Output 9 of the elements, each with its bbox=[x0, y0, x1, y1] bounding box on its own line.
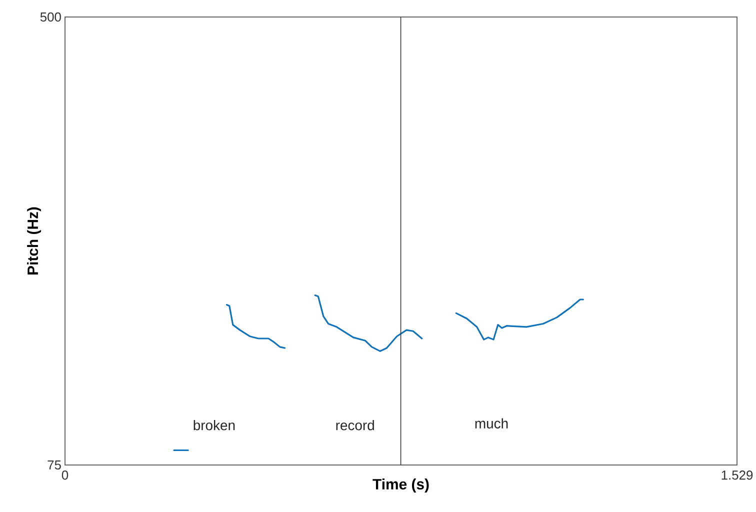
annotation: much bbox=[475, 418, 508, 428]
x-tick-label: 1.529 bbox=[722, 470, 753, 480]
x-axis-title: Time (s) bbox=[372, 478, 429, 492]
annotation: broken bbox=[194, 420, 235, 430]
annotation: record bbox=[336, 420, 374, 430]
x-tick-label: 0 bbox=[62, 470, 68, 480]
y-axis-title: Pitch (Hz) bbox=[27, 207, 42, 274]
y-tick-label: 75 bbox=[48, 460, 61, 470]
y-tick-label: 500 bbox=[40, 12, 61, 22]
